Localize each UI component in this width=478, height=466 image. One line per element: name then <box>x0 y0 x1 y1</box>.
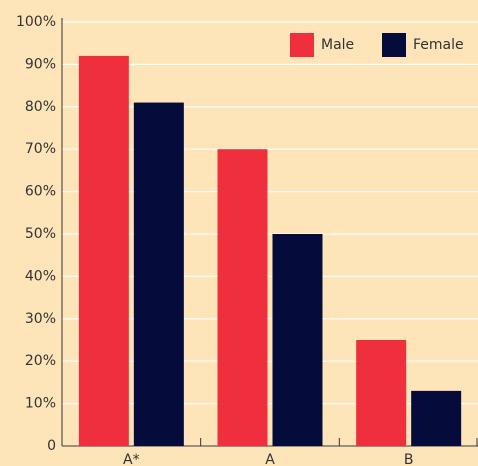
y-tick-label: 50% <box>25 226 56 242</box>
y-tick-label: 100% <box>16 14 56 30</box>
legend-swatch <box>290 33 314 57</box>
y-tick-label: 10% <box>25 396 56 412</box>
bar <box>78 55 129 447</box>
bar <box>411 390 462 446</box>
bar <box>272 234 323 446</box>
y-tick-label: 60% <box>25 184 56 200</box>
bar <box>217 149 268 446</box>
legend-label: Female <box>413 37 464 53</box>
y-tick-label: 30% <box>25 311 56 327</box>
bar <box>356 340 407 446</box>
x-tick-label: A* <box>123 452 140 466</box>
y-tick-label: 20% <box>25 353 56 369</box>
bar <box>133 102 184 446</box>
x-tick-label: B <box>404 452 414 466</box>
y-tick-label: 40% <box>25 268 56 284</box>
legend-label: Male <box>321 37 354 53</box>
x-tick-label: A <box>265 452 275 466</box>
y-tick-label: 70% <box>25 141 56 157</box>
y-tick-label: 0 <box>47 438 56 454</box>
legend-swatch <box>382 33 406 57</box>
y-tick-label: 90% <box>25 56 56 72</box>
y-tick-label: 80% <box>25 99 56 115</box>
